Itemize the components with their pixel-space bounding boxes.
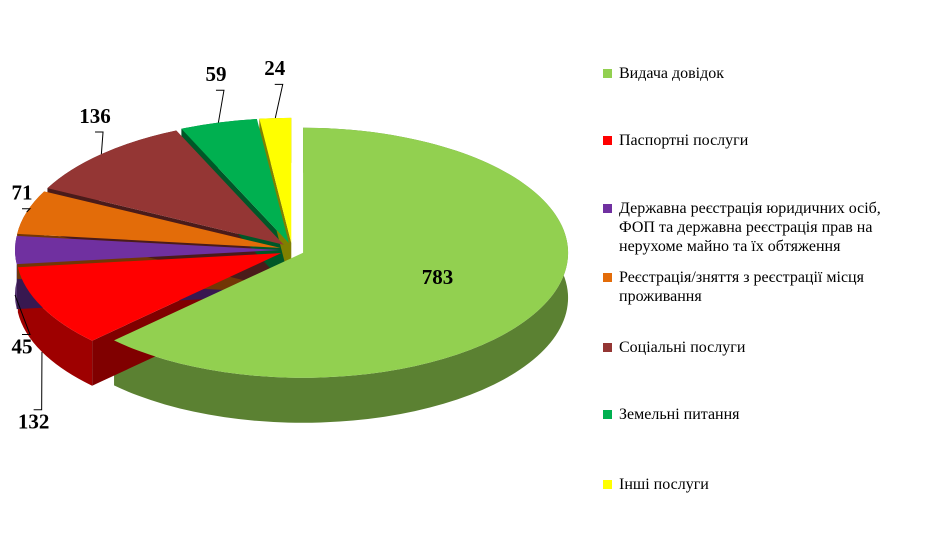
slice (17, 253, 282, 341)
leader-line (33, 351, 43, 411)
legend-swatch (603, 69, 612, 78)
data-label: 59 (205, 62, 226, 86)
legend-label: Земельні питання (619, 406, 740, 423)
legend-swatch (603, 204, 612, 213)
slice (181, 118, 289, 244)
legend-label: Реєстрація/зняття з реєстрації місця про… (619, 269, 864, 305)
slice (17, 191, 281, 248)
slice (114, 127, 569, 378)
legend-label: Інші послуги (619, 476, 709, 493)
legend-item: Реєстрація/зняття з реєстрації місця про… (603, 268, 918, 306)
legend-item: Інші послуги (603, 475, 918, 494)
slice (47, 130, 284, 245)
legend-swatch (603, 480, 612, 489)
leader-line (215, 89, 225, 123)
legend-label: Паспортні послуги (619, 132, 749, 149)
leader-line (95, 131, 104, 155)
legend-item: Державна реєстрація юридичних осіб, ФОП … (603, 199, 918, 256)
slice-side (17, 267, 93, 386)
slice (14, 235, 280, 265)
data-label: 24 (264, 56, 286, 80)
legend-item: Соціальні послуги (603, 338, 918, 357)
leader-line (274, 83, 284, 119)
legend-swatch (603, 136, 612, 145)
data-label: 45 (12, 334, 33, 358)
legend-item: Земельні питання (603, 405, 918, 424)
legend-swatch (603, 273, 612, 282)
legend-label: Державна реєстрація юридичних осіб, ФОП … (619, 200, 881, 255)
data-label: 71 (12, 181, 33, 205)
legend-label: Соціальні послуги (619, 339, 746, 356)
leader-line (22, 208, 32, 213)
legend-item: Паспортні послуги (603, 131, 918, 150)
legend-swatch (603, 410, 612, 419)
legend-swatch (603, 343, 612, 352)
slice-side (114, 127, 569, 423)
data-label: 132 (18, 410, 50, 434)
data-label: 783 (422, 265, 454, 289)
leader-line (14, 294, 31, 335)
slice (259, 117, 292, 243)
legend-item: Видача довідок (603, 64, 918, 83)
legend-label: Видача довідок (619, 65, 725, 82)
data-label: 136 (79, 104, 111, 128)
